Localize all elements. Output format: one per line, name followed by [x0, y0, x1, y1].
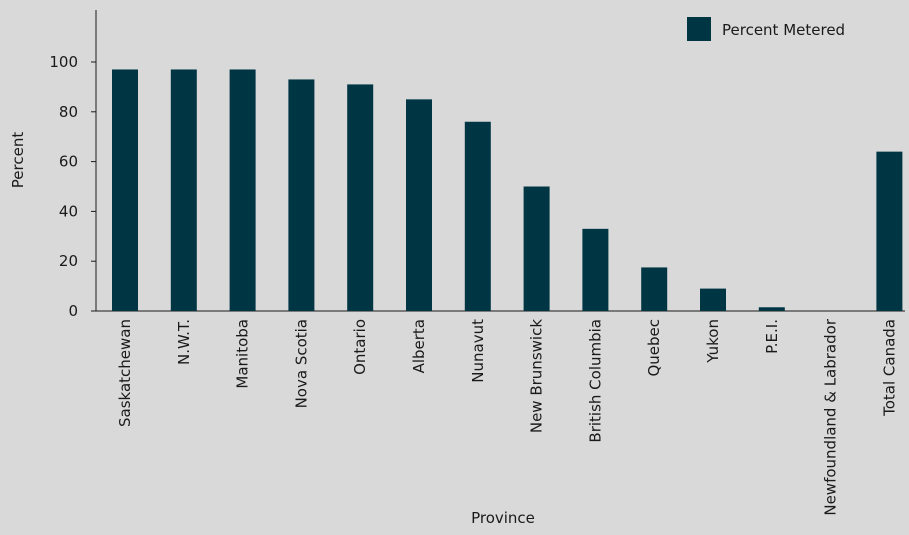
- y-tick-label: 0: [68, 302, 78, 320]
- x-tick-label: Manitoba: [234, 319, 252, 389]
- x-tick-label: Total Canada: [880, 319, 898, 417]
- x-tick-label: Newfoundland & Labrador: [822, 318, 840, 515]
- bar-p-e-i-: [758, 307, 785, 311]
- bar-total-canada: [876, 151, 903, 311]
- x-tick-label: British Columbia: [586, 319, 604, 443]
- bar-nunavut: [464, 121, 491, 311]
- x-tick-label: Ontario: [351, 319, 369, 375]
- legend-swatch: [687, 17, 711, 41]
- bar-saskatchewan: [112, 69, 138, 311]
- x-tick-label: Quebec: [645, 319, 663, 377]
- x-tick-label: Alberta: [410, 319, 428, 373]
- bar-yukon: [700, 288, 726, 311]
- legend-label: Percent Metered: [722, 21, 845, 39]
- x-tick-labels: Saskatchewan N.W.T. Manitoba Nova Scotia Ont…: [116, 318, 898, 515]
- x-tick-label: Yukon: [704, 319, 722, 364]
- x-tick-label: Nunavut: [469, 319, 487, 383]
- y-tick-label: 100: [49, 53, 78, 71]
- bar-quebec: [641, 267, 668, 311]
- bar-british-columbia: [582, 228, 609, 311]
- x-tick-label: Saskatchewan: [116, 319, 134, 427]
- y-ticks: 0 20 40 60 80 100: [49, 53, 96, 320]
- bar-ontario: [347, 84, 374, 311]
- y-tick-label: 20: [59, 252, 78, 270]
- bar-nova-scotia: [288, 79, 315, 312]
- axes: [95, 10, 905, 312]
- x-tick-label: P.E.I.: [763, 319, 781, 354]
- x-axis-title: Province: [471, 509, 535, 527]
- x-tick-label: New Brunswick: [528, 319, 546, 433]
- x-tick-label: N.W.T.: [175, 319, 193, 365]
- y-tick-label: 40: [59, 202, 78, 220]
- bars: [112, 69, 903, 312]
- bar-n-w-t-: [170, 69, 197, 311]
- y-tick-label: 80: [59, 103, 78, 121]
- y-axis-title: Percent: [9, 132, 27, 189]
- y-tick-label: 60: [59, 153, 78, 171]
- bar-new-brunswick: [523, 186, 550, 311]
- x-tick-label: Nova Scotia: [292, 319, 310, 408]
- legend: Percent Metered: [687, 17, 845, 41]
- bar-manitoba: [229, 69, 256, 311]
- bar-alberta: [406, 99, 432, 311]
